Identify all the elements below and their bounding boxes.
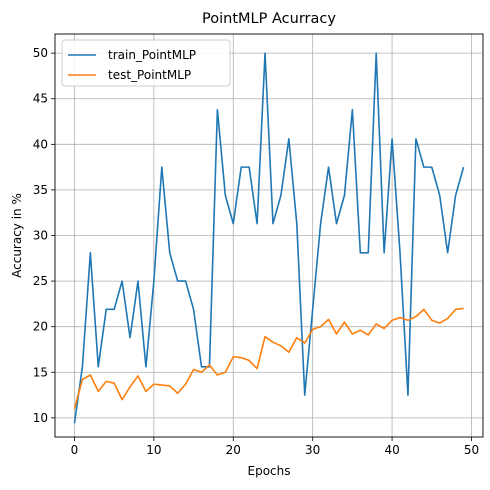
y-tick-label: 35 xyxy=(33,183,48,197)
y-tick-label: 50 xyxy=(33,46,48,60)
y-tick-label: 20 xyxy=(33,320,48,334)
series-line-train xyxy=(73,52,465,424)
y-tick-label: 10 xyxy=(33,411,48,425)
legend-box xyxy=(61,39,231,87)
x-axis-ticks: 0 10 20 30 40 50 xyxy=(71,437,479,457)
legend: train_PointMLP test_PointMLP xyxy=(61,39,231,87)
y-axis-ticks: 10 15 20 25 30 35 40 45 50 xyxy=(33,46,55,425)
x-tick-label: 30 xyxy=(305,443,320,457)
y-tick-label: 45 xyxy=(33,92,48,106)
y-tick-label: 25 xyxy=(33,274,48,288)
x-axis-label: Epochs xyxy=(248,464,291,478)
y-axis-label: Accuracy in % xyxy=(10,193,24,278)
x-tick-label: 50 xyxy=(464,443,479,457)
y-tick-label: 30 xyxy=(33,229,48,243)
y-tick-label: 15 xyxy=(33,365,48,379)
x-tick-label: 40 xyxy=(384,443,399,457)
x-tick-label: 0 xyxy=(71,443,79,457)
series-line-test xyxy=(73,307,464,409)
x-tick-label: 10 xyxy=(146,443,161,457)
series-lines xyxy=(73,52,465,424)
y-tick-label: 40 xyxy=(33,137,48,151)
legend-label-train: train_PointMLP xyxy=(108,48,196,62)
legend-label-test: test_PointMLP xyxy=(108,68,191,82)
chart-title: PointMLP Acurracy xyxy=(202,11,336,27)
x-tick-label: 20 xyxy=(226,443,241,457)
